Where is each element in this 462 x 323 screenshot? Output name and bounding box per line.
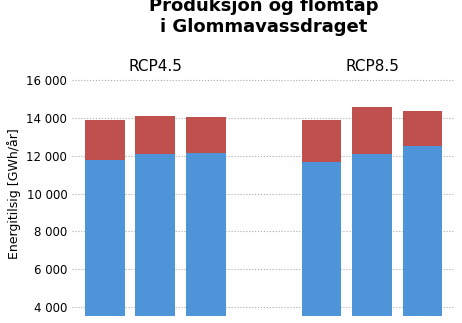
Bar [302, 120, 341, 162]
Y-axis label: Energitilsig [GWh/år]: Energitilsig [GWh/år] [7, 128, 21, 259]
Bar [186, 117, 226, 153]
Text: RCP4.5: RCP4.5 [128, 58, 182, 74]
Bar [85, 120, 125, 160]
Bar [403, 111, 443, 146]
Title: Produksjon og flomtap
i Glommavassdraget: Produksjon og flomtap i Glommavassdraget [149, 0, 378, 36]
Bar [403, 146, 443, 323]
Bar [85, 160, 125, 323]
Bar [352, 107, 392, 154]
Bar [302, 162, 341, 323]
Bar [135, 154, 175, 323]
Bar [135, 116, 175, 154]
Bar [186, 153, 226, 323]
Text: RCP8.5: RCP8.5 [345, 58, 399, 74]
Bar [352, 154, 392, 323]
